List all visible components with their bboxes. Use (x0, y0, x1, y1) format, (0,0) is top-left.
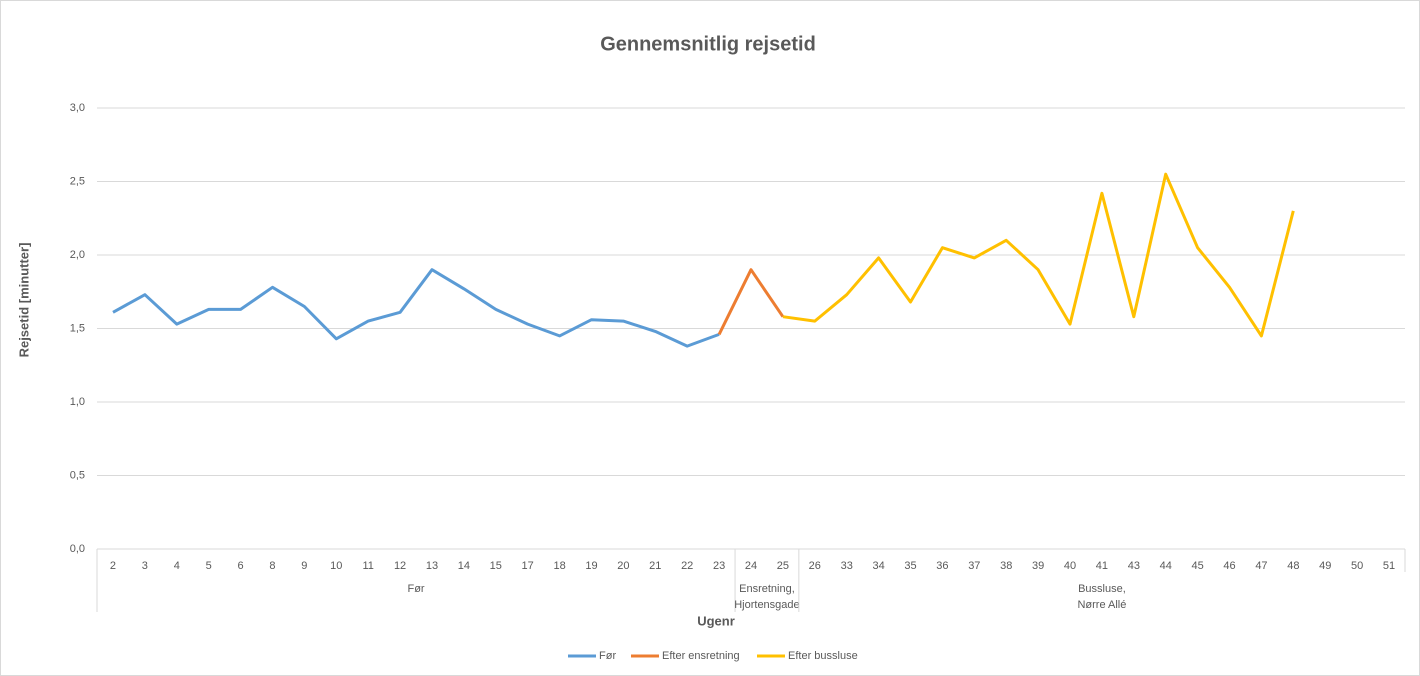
x-axis-title: Ugenr (697, 613, 735, 628)
y-tick-label: 1,0 (70, 396, 85, 408)
x-tick-label: 12 (394, 560, 406, 572)
y-tick-label: 2,5 (70, 175, 85, 187)
x-tick-label: 43 (1128, 560, 1140, 572)
y-tick-label: 1,5 (70, 322, 85, 334)
x-tick-label: 25 (777, 560, 789, 572)
y-tick-label: 2,0 (70, 249, 85, 261)
x-tick-label: 11 (362, 560, 373, 572)
x-tick-label: 23 (713, 560, 725, 572)
x-tick-label: 41 (1096, 560, 1108, 572)
x-tick-label: 44 (1160, 560, 1172, 572)
series-line (112, 268, 720, 348)
x-tick-label: 6 (237, 560, 243, 572)
group-label: Før (407, 583, 424, 595)
x-tick-label: 34 (872, 560, 884, 572)
x-tick-label: 18 (553, 560, 565, 572)
x-tick-label: 48 (1287, 560, 1299, 572)
x-tick-label: 2 (110, 560, 116, 572)
x-tick-label: 20 (617, 560, 629, 572)
x-tick-label: 33 (841, 560, 853, 572)
x-tick-label: 9 (301, 560, 307, 572)
x-tick-label: 47 (1255, 560, 1267, 572)
legend-label: Efter bussluse (788, 650, 858, 662)
x-tick-label: 49 (1319, 560, 1331, 572)
x-tick-label: 50 (1351, 560, 1363, 572)
x-tick-label: 14 (458, 560, 470, 572)
x-tick-label: 5 (206, 560, 212, 572)
x-tick-label: 19 (585, 560, 597, 572)
y-tick-label: 0,0 (70, 543, 85, 555)
x-tick-label: 45 (1192, 560, 1204, 572)
series-line (782, 172, 1295, 338)
x-tick-label: 46 (1223, 560, 1235, 572)
x-tick-label: 3 (142, 560, 148, 572)
x-tick-label: 39 (1032, 560, 1044, 572)
x-tick-label: 51 (1383, 560, 1395, 572)
group-label: Ensretning, (739, 583, 795, 595)
x-tick-label: 40 (1064, 560, 1076, 572)
x-tick-label: 8 (269, 560, 275, 572)
group-label: Hjortensgade (734, 599, 799, 611)
x-tick-label: 22 (681, 560, 693, 572)
x-tick-label: 38 (1000, 560, 1012, 572)
x-tick-label: 4 (174, 560, 180, 572)
x-tick-label: 24 (745, 560, 757, 572)
x-tick-label: 21 (649, 560, 661, 572)
legend-label: Efter ensretning (662, 650, 740, 662)
y-axis-title: Rejsetid [minutter] (16, 243, 31, 358)
x-tick-label: 15 (490, 560, 502, 572)
series-line (717, 268, 785, 336)
x-tick-label: 37 (968, 560, 980, 572)
x-tick-label: 13 (426, 560, 438, 572)
y-tick-label: 0,5 (70, 469, 85, 481)
x-tick-label: 17 (522, 560, 534, 572)
x-tick-label: 10 (330, 560, 342, 572)
legend-label: Før (599, 650, 616, 662)
chart-title: Gennemsnitlig rejsetid (600, 33, 816, 55)
x-tick-label: 35 (904, 560, 916, 572)
x-tick-label: 26 (809, 560, 821, 572)
x-tick-label: 36 (936, 560, 948, 572)
group-label: Nørre Allé (1077, 599, 1126, 611)
y-tick-label: 3,0 (70, 102, 85, 114)
group-label: Bussluse, (1078, 583, 1126, 595)
